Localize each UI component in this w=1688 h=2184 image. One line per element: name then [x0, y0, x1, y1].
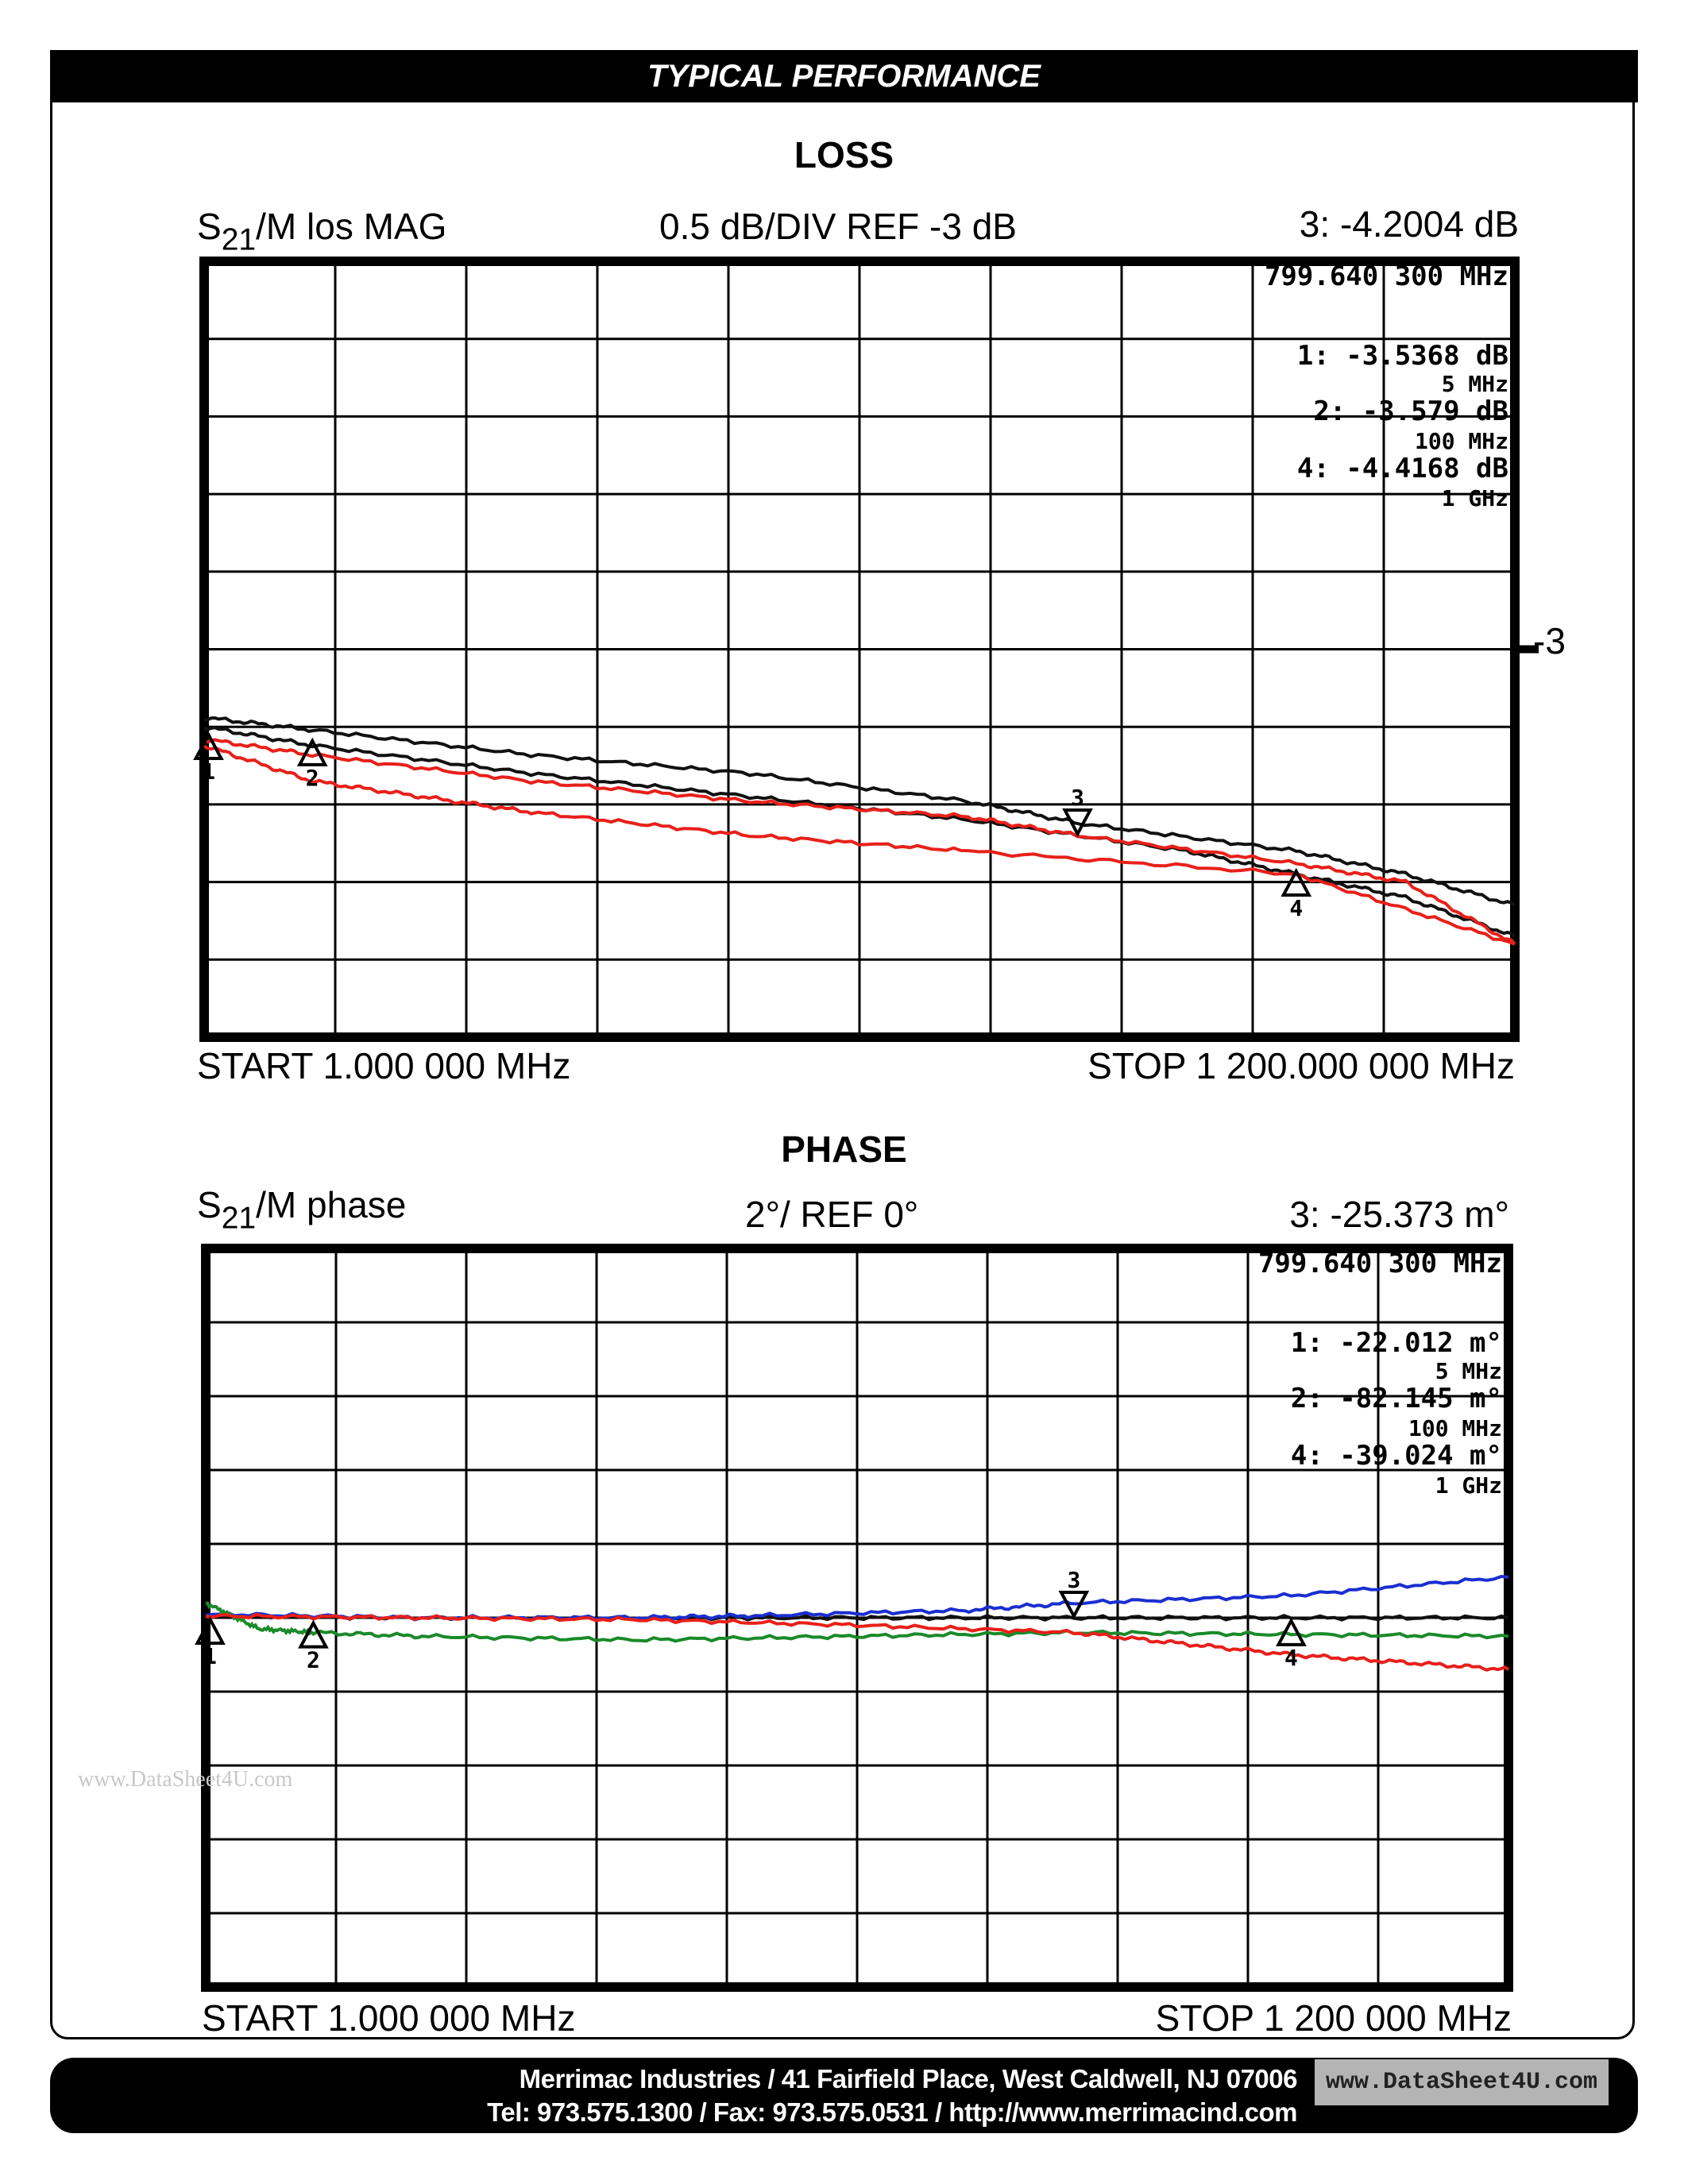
marker-2-triangle: [296, 737, 328, 766]
trace-line-2: [203, 726, 1516, 938]
marker-4-triangle: [1280, 867, 1312, 897]
marker-3-label: 3: [1071, 785, 1084, 811]
phase-active-marker: 3: -25.373 m°: [1289, 1194, 1509, 1235]
param-prefix: S: [197, 206, 222, 247]
loss-start-label: START 1.000 000 MHz: [197, 1045, 571, 1086]
marker-readout-text: 2: -82.145 m°: [1291, 1383, 1502, 1414]
marker-readout-text: 1 GHz: [1442, 485, 1508, 511]
param-prefix: S: [197, 1184, 222, 1225]
page-title: TYPICAL PERFORMANCE: [50, 50, 1638, 102]
marker-readout-text: 4: -39.024 m°: [1291, 1440, 1502, 1472]
param-sub: 21: [221, 222, 257, 257]
marker-1-label: 1: [203, 1643, 217, 1669]
marker-readout-text: 1 GHz: [1435, 1472, 1502, 1499]
marker-readout-text: 5 MHz: [1442, 371, 1508, 397]
marker-2-triangle: [298, 1619, 329, 1649]
trace-line-3: [203, 738, 1516, 946]
marker-readout-text: 5 MHz: [1435, 1358, 1502, 1384]
marker-readout-text: 4: -4.4168 dB: [1297, 453, 1508, 484]
footer-badge: www.DataSheet4U.com: [1315, 2059, 1609, 2105]
marker-3-triangle: [1062, 808, 1093, 838]
param-suffix: /M los MAG: [256, 206, 447, 247]
loss-scale-label: 0.5 dB/DIV REF -3 dB: [659, 206, 1017, 247]
trace-line-1: [203, 716, 1516, 907]
param-suffix: /M phase: [256, 1184, 407, 1225]
phase-param-label: S21/M phase: [197, 1183, 406, 1237]
marker-1-triangle: [195, 1615, 226, 1645]
footer-contact: Tel: 973.575.1300 / Fax: 973.575.0531 / …: [487, 2097, 1297, 2127]
marker-2-label: 2: [306, 765, 319, 791]
param-sub: 21: [221, 1201, 257, 1236]
marker-readout-text: 799.640 300 MHz: [1265, 260, 1508, 292]
marker-readout-text: 1: -22.012 m°: [1291, 1327, 1502, 1359]
marker-3-label: 3: [1067, 1567, 1080, 1593]
loss-active-marker: 3: -4.2004 dB: [1299, 203, 1519, 245]
loss-param-label: S21/M los MAG: [197, 205, 446, 258]
marker-1-label: 1: [202, 758, 215, 785]
loss-chart-title: LOSS: [794, 134, 894, 176]
phase-scale-label: 2°/ REF 0°: [745, 1194, 919, 1235]
loss-stop-label: STOP 1 200.000 000 MHz: [1087, 1045, 1515, 1086]
phase-chart-title: PHASE: [781, 1129, 907, 1170]
footer-address: Merrimac Industries / 41 Fairfield Place…: [519, 2064, 1298, 2093]
marker-readout-text: 100 MHz: [1408, 1415, 1502, 1441]
phase-start-label: START 1.000 000 MHz: [202, 1997, 576, 2039]
trace-line-3: [205, 1601, 1509, 1643]
marker-readout-text: 100 MHz: [1415, 428, 1508, 454]
marker-3-triangle: [1058, 1591, 1090, 1620]
trace-line-4: [203, 744, 1516, 946]
marker-readout-text: 2: -3.579 dB: [1313, 396, 1508, 427]
ref-level-label: -3: [1533, 620, 1566, 662]
marker-1-triangle: [193, 731, 224, 761]
ref-level-tick: [1515, 645, 1539, 654]
marker-2-label: 2: [307, 1647, 320, 1673]
marker-4-triangle: [1276, 1617, 1307, 1646]
trace-line-4: [205, 1612, 1510, 1672]
phase-stop-label: STOP 1 200 000 MHz: [1155, 1997, 1512, 2039]
marker-readout-text: 799.640 300 MHz: [1258, 1248, 1502, 1279]
marker-readout-text: 1: -3.5368 dB: [1297, 340, 1508, 372]
marker-4-label: 4: [1284, 1645, 1298, 1671]
watermark: www.DataSheet4U.com: [78, 1767, 293, 1792]
marker-4-label: 4: [1289, 895, 1303, 921]
